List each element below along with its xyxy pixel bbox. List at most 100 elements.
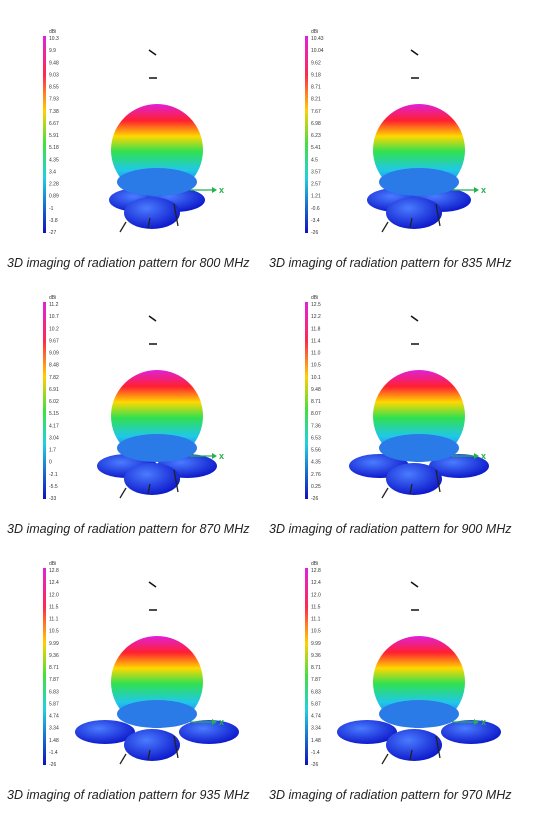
colorbar-label: 5.41 xyxy=(311,145,321,151)
support xyxy=(381,487,389,499)
colorbar-label: 12.0 xyxy=(49,592,59,598)
colorbar-unit: dBi xyxy=(49,295,56,301)
colorbar-label: 10.7 xyxy=(49,314,59,320)
colorbar-label: -5.5 xyxy=(49,484,58,490)
colorbar xyxy=(305,302,308,499)
colorbar-label: 12.0 xyxy=(311,592,321,598)
colorbar-label: 11.1 xyxy=(49,617,59,623)
colorbar-label: 6.53 xyxy=(311,435,321,441)
colorbar-label: 0 xyxy=(49,460,52,466)
axis-label: x xyxy=(481,717,486,727)
marker xyxy=(148,581,157,588)
colorbar-label: -1 xyxy=(49,206,54,212)
caption: 3D imaging of radiation pattern for 835 … xyxy=(269,256,512,270)
back-lobe xyxy=(124,729,180,761)
colorbar xyxy=(43,568,46,765)
colorbar-label: 6.91 xyxy=(49,387,59,393)
colorbar-label: 11.5 xyxy=(311,604,321,610)
colorbar-label: -0.6 xyxy=(311,206,320,212)
colorbar-label: 11.0 xyxy=(311,351,321,357)
colorbar-label: 5.56 xyxy=(311,448,321,454)
colorbar-label: 8.21 xyxy=(311,97,321,103)
colorbar-label: 8.55 xyxy=(49,85,59,91)
colorbar-label: 10.1 xyxy=(311,375,321,381)
colorbar-label: 6.02 xyxy=(49,399,59,405)
axis-arrow xyxy=(212,187,217,193)
main-lobe-base xyxy=(117,700,197,728)
colorbar-label: 4.35 xyxy=(311,460,321,466)
colorbar-label: 12.4 xyxy=(311,580,321,586)
side-lobe xyxy=(441,720,501,744)
support xyxy=(147,217,151,229)
caption: 3D imaging of radiation pattern for 800 … xyxy=(7,256,250,270)
axis-label: x xyxy=(219,451,224,461)
colorbar xyxy=(305,568,308,765)
back-lobe xyxy=(386,197,442,229)
axis-arrow xyxy=(474,719,479,725)
colorbar xyxy=(43,36,46,233)
colorbar-label: 6.23 xyxy=(311,133,321,139)
side-lobe xyxy=(75,720,135,744)
colorbar-label: 12.2 xyxy=(311,314,321,320)
colorbar-label: 3.34 xyxy=(49,726,59,732)
support xyxy=(409,217,413,229)
colorbar-label: 9.48 xyxy=(311,387,321,393)
colorbar-label: -26 xyxy=(311,496,318,502)
colorbar-label: 7.38 xyxy=(49,109,59,115)
marker xyxy=(410,49,419,56)
colorbar-label: 8.71 xyxy=(311,399,321,405)
marker xyxy=(148,49,157,56)
colorbar-label: 8.71 xyxy=(311,665,321,671)
caption: 3D imaging of radiation pattern for 870 … xyxy=(7,522,250,536)
support xyxy=(409,483,413,495)
support xyxy=(409,749,413,761)
axis-arrow xyxy=(212,719,217,725)
colorbar-label: 7.36 xyxy=(311,423,321,429)
side-lobe xyxy=(337,720,397,744)
support xyxy=(173,735,179,759)
colorbar-unit: dBi xyxy=(311,29,318,35)
main-lobe-base xyxy=(379,168,459,196)
colorbar-label: 7.87 xyxy=(311,677,321,683)
side-lobe xyxy=(179,720,239,744)
support xyxy=(147,749,151,761)
colorbar-label: 10.04 xyxy=(311,48,324,54)
colorbar-label: 10.5 xyxy=(311,363,321,369)
colorbar-label: 5.18 xyxy=(49,145,59,151)
colorbar-label: 1.21 xyxy=(311,194,321,200)
colorbar-label: 0.89 xyxy=(49,194,59,200)
support xyxy=(435,735,441,759)
back-lobe xyxy=(124,463,180,495)
colorbar-label: 4.74 xyxy=(49,714,59,720)
colorbar-label: 9.36 xyxy=(311,653,321,659)
colorbar-unit: dBi xyxy=(49,561,56,567)
colorbar-label: 11.2 xyxy=(49,302,59,308)
colorbar-label: 12.4 xyxy=(49,580,59,586)
colorbar-label: 6.98 xyxy=(311,121,321,127)
caption: 3D imaging of radiation pattern for 900 … xyxy=(269,522,512,536)
colorbar-label: 9.67 xyxy=(49,338,59,344)
colorbar-label: 2.57 xyxy=(311,182,321,188)
colorbar-label: 12.8 xyxy=(49,568,59,574)
colorbar-label: 10.5 xyxy=(311,629,321,635)
axis-arrow xyxy=(474,187,479,193)
main-lobe-base xyxy=(117,434,197,462)
colorbar-label: 3.4 xyxy=(49,169,56,175)
colorbar-label: 6.67 xyxy=(49,121,59,127)
colorbar-label: -3.8 xyxy=(49,218,58,224)
colorbar-label: 10.3 xyxy=(49,36,59,42)
axis-label: x xyxy=(219,717,224,727)
colorbar-label: 4.17 xyxy=(49,423,59,429)
colorbar-label: 9.9 xyxy=(49,48,56,54)
colorbar-label: 9.18 xyxy=(311,72,321,78)
colorbar-unit: dBi xyxy=(49,29,56,35)
colorbar xyxy=(43,302,46,499)
main-lobe-base xyxy=(379,700,459,728)
colorbar-label: 7.87 xyxy=(49,677,59,683)
colorbar-label: 11.5 xyxy=(49,604,59,610)
caption: 3D imaging of radiation pattern for 970 … xyxy=(269,788,512,802)
